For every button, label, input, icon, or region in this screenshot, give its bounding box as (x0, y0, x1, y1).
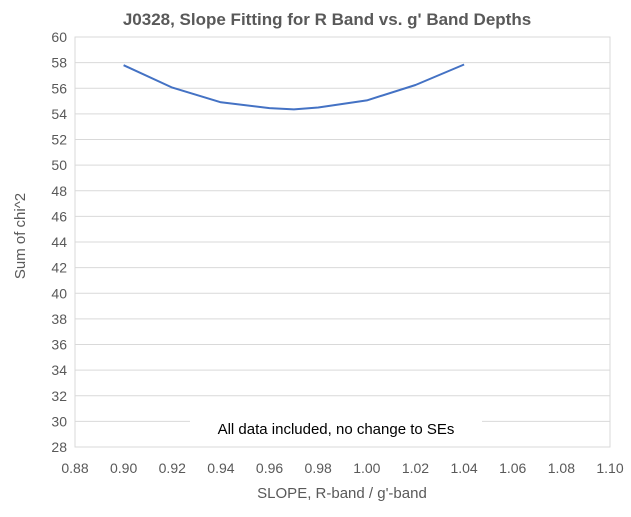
y-tick-label: 32 (51, 388, 67, 404)
x-tick-label: 1.04 (450, 460, 477, 476)
y-tick-label: 58 (51, 55, 67, 71)
y-tick-label: 34 (51, 362, 67, 378)
chart-title: J0328, Slope Fitting for R Band vs. g' B… (123, 10, 531, 29)
y-tick-label: 48 (51, 183, 67, 199)
y-tick-label: 46 (51, 208, 67, 224)
x-tick-label: 1.06 (499, 460, 526, 476)
y-tick-label: 56 (51, 80, 67, 96)
gridlines (75, 36, 610, 448)
y-tick-label: 36 (51, 337, 67, 353)
series-layer (123, 63, 465, 111)
y-tick-label: 52 (51, 132, 67, 148)
x-tick-labels: 0.88 0.90 0.92 0.94 0.96 0.98 1.00 1.02 1.04 1.06… (61, 460, 623, 476)
y-tick-label: 60 (51, 29, 67, 45)
plot-area-frame (74, 36, 611, 448)
series-line (123, 63, 465, 111)
y-axis-label: Sum of chi^2 (12, 193, 29, 279)
x-tick-label: 0.90 (110, 460, 137, 476)
y-tick-label: 38 (51, 311, 67, 327)
y-tick-label: 30 (51, 413, 67, 429)
x-tick-label: 0.88 (61, 460, 88, 476)
x-tick-label: 1.00 (353, 460, 380, 476)
annotation-text: All data included, no change to SEs (218, 421, 455, 438)
x-tick-label: 1.08 (548, 460, 575, 476)
y-tick-label: 28 (51, 439, 67, 455)
x-tick-label: 0.98 (305, 460, 332, 476)
y-tick-label: 42 (51, 260, 67, 276)
y-tick-label: 54 (51, 106, 67, 122)
y-tick-labels: 28 30 32 34 36 38 40 42 44 46 48 50 52 54 56 58 60 (51, 29, 67, 455)
y-tick-label: 40 (51, 285, 67, 301)
y-tick-label: 50 (51, 157, 67, 173)
x-tick-label: 0.92 (159, 460, 186, 476)
x-tick-label: 0.94 (207, 460, 234, 476)
annotation-background (190, 416, 482, 442)
x-tick-label: 1.02 (402, 460, 429, 476)
x-axis-label: SLOPE, R-band / g'-band (257, 485, 427, 502)
y-tick-label: 44 (51, 234, 67, 250)
x-tick-label: 1.10 (596, 460, 623, 476)
x-tick-label: 0.96 (256, 460, 283, 476)
